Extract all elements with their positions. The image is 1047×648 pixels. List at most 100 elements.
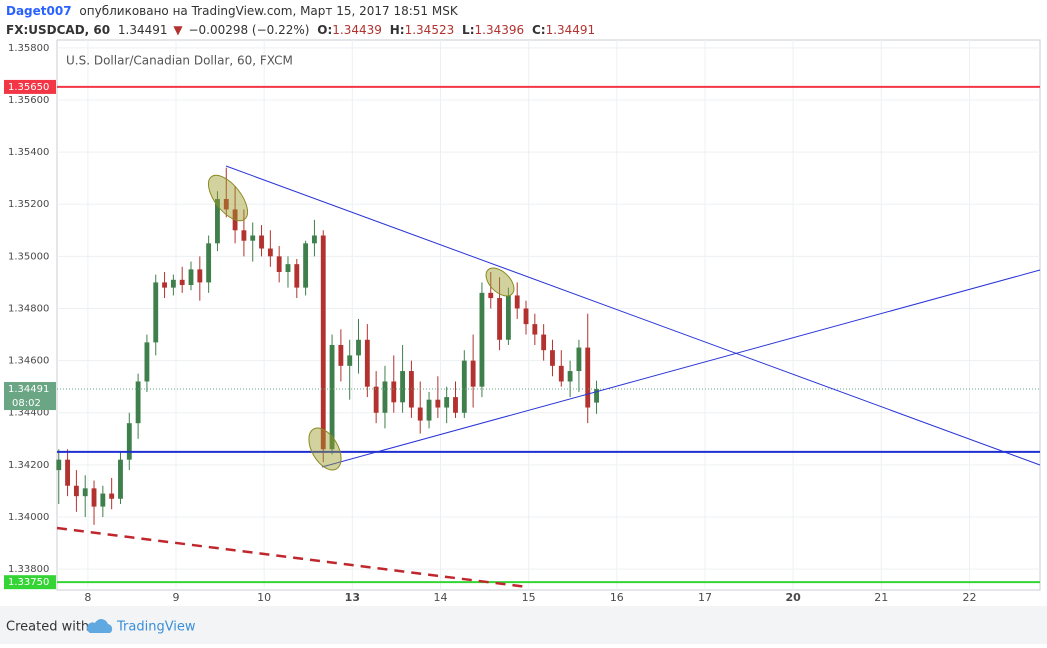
y-tick-label: 1.35400 bbox=[8, 147, 49, 158]
o-label: O: bbox=[317, 23, 332, 37]
candle-body bbox=[241, 230, 247, 241]
x-tick-label: 17 bbox=[698, 591, 712, 604]
x-tick-label: 13 bbox=[345, 591, 360, 604]
candle-body bbox=[312, 235, 317, 244]
candle-body bbox=[153, 282, 159, 343]
price-tag-label: 1.33750 bbox=[8, 577, 49, 588]
candle-body bbox=[497, 298, 502, 340]
candle-body bbox=[100, 493, 106, 507]
candle-body bbox=[391, 381, 397, 403]
dashed-line bbox=[56, 526, 528, 589]
footer-bg bbox=[0, 606, 1047, 644]
marks bbox=[56, 85, 1040, 584]
x-tick-label: 21 bbox=[874, 591, 888, 604]
candle-body bbox=[479, 292, 485, 387]
x-tick-label: 10 bbox=[257, 591, 271, 604]
o: 1.34439 bbox=[332, 23, 382, 37]
candle-body bbox=[179, 279, 185, 286]
drawings bbox=[56, 165, 1041, 589]
candle-body bbox=[532, 324, 538, 335]
candle-body bbox=[259, 235, 264, 249]
legend: U.S. Dollar/Canadian Dollar, 60, FXCM bbox=[66, 54, 293, 68]
candle-body bbox=[505, 295, 511, 340]
x-tick-label: 14 bbox=[434, 591, 448, 604]
arrow: ▼ bbox=[173, 23, 183, 37]
logo bbox=[86, 619, 113, 633]
highlight bbox=[485, 267, 515, 297]
candle-body bbox=[453, 397, 458, 413]
candle-body bbox=[523, 308, 529, 325]
x-tick-label: 16 bbox=[610, 591, 624, 604]
c: 1.34491 bbox=[546, 23, 596, 37]
y-tick-label: 1.34400 bbox=[8, 408, 49, 419]
last-price-label: 1.34491 bbox=[8, 384, 49, 395]
highlight bbox=[207, 174, 249, 222]
price-tag bbox=[4, 575, 56, 590]
candle-body bbox=[215, 199, 220, 244]
candle-body bbox=[435, 399, 441, 408]
candle-body bbox=[73, 485, 79, 497]
candle-body bbox=[162, 282, 167, 288]
candle-body bbox=[250, 235, 256, 241]
candle-body bbox=[444, 397, 450, 408]
candle-body bbox=[188, 269, 194, 286]
highlight bbox=[308, 427, 342, 471]
candle-body bbox=[144, 342, 150, 382]
grid bbox=[57, 40, 1040, 590]
candle-body bbox=[320, 235, 326, 450]
ohlc-line: FX:USDCAD, 60 1.34491 ▼ −0.00298 (−0.22%… bbox=[6, 23, 595, 37]
candle-body bbox=[461, 360, 467, 413]
h-label: H: bbox=[390, 23, 405, 37]
brand[interactable]: TradingView bbox=[116, 620, 196, 635]
candle-body bbox=[65, 459, 71, 486]
y-tick-label: 1.34200 bbox=[8, 460, 49, 471]
header: Daget007 опубликовано на TradingView.com… bbox=[6, 4, 459, 18]
candle-body bbox=[294, 264, 300, 288]
candle-body bbox=[109, 493, 115, 499]
c-label: C: bbox=[532, 23, 546, 37]
candle-body bbox=[118, 459, 123, 499]
trend-line bbox=[321, 269, 1041, 468]
candle-body bbox=[470, 360, 476, 387]
price: 1.34491 bbox=[118, 23, 168, 37]
candle-body bbox=[223, 199, 229, 210]
candle-body bbox=[567, 371, 573, 382]
candle-body bbox=[594, 389, 599, 403]
plot-area bbox=[56, 39, 1041, 591]
published: опубликовано на TradingView.com, Март 15… bbox=[79, 4, 458, 18]
created-with: Created with bbox=[6, 620, 89, 635]
y-tick-label: 1.34800 bbox=[8, 303, 49, 314]
candle-body bbox=[303, 243, 309, 288]
symbol: FX:USDCAD, 60 bbox=[6, 23, 110, 37]
candle-body bbox=[329, 344, 335, 450]
y-tick-label: 1.34000 bbox=[8, 512, 49, 523]
x-tick-label: 8 bbox=[84, 591, 91, 604]
candle-body bbox=[276, 256, 282, 272]
candle-body bbox=[206, 243, 212, 283]
candle-body bbox=[488, 292, 494, 299]
h: 1.34523 bbox=[405, 23, 455, 37]
l-label: L: bbox=[462, 23, 474, 37]
candle-body bbox=[541, 334, 547, 351]
x-tick-label: 22 bbox=[962, 591, 976, 604]
x-tick-label: 20 bbox=[785, 591, 801, 604]
user[interactable]: Daget007 bbox=[6, 4, 72, 18]
candle-body bbox=[126, 423, 132, 460]
candle-body bbox=[91, 488, 97, 507]
candle-body bbox=[285, 264, 291, 272]
candle-body bbox=[364, 339, 370, 387]
y-tick-label: 1.35800 bbox=[8, 43, 49, 54]
y-tick-label: 1.35600 bbox=[8, 95, 49, 106]
candle-body bbox=[373, 386, 379, 413]
price-tag-label: 1.35650 bbox=[8, 82, 49, 93]
candle-body bbox=[426, 399, 432, 421]
candle-body bbox=[585, 347, 591, 408]
candle-body bbox=[267, 248, 273, 257]
y-tick-label: 1.34600 bbox=[8, 356, 49, 367]
y-tick-label: 1.35200 bbox=[8, 199, 49, 210]
candle-body bbox=[338, 344, 344, 366]
candle-body bbox=[417, 407, 423, 421]
candle-body bbox=[197, 269, 203, 283]
